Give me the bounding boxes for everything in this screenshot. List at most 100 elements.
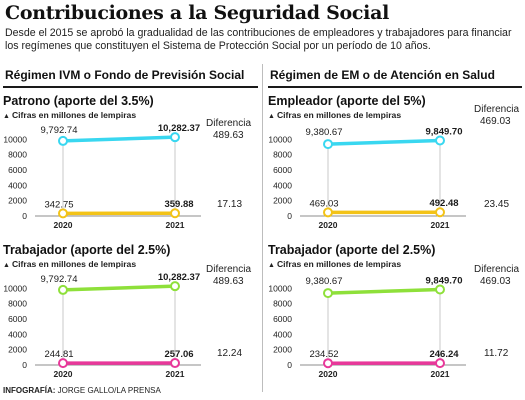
diff-value-top: 469.03 [480, 116, 511, 127]
arrow-up-icon: ▲ [3, 262, 10, 269]
chart-title: Trabajador (aporte del 2.5%) [268, 243, 436, 257]
y-axis-label: ▲ Cifras en millones de lempiras [3, 259, 137, 269]
y-tick-label: 6000 [8, 314, 27, 324]
diff-label: Diferencia [206, 264, 252, 275]
x-tick-label: 2021 [431, 369, 450, 379]
diff-value-top: 489.63 [213, 130, 244, 141]
y-axis-label: ▲ Cifras en millones de lempiras [3, 110, 137, 120]
data-point [323, 139, 333, 150]
y-tick-label: 8000 [8, 150, 27, 160]
data-label: 9,792.74 [41, 125, 78, 136]
diff-value-top: 489.63 [213, 276, 244, 287]
column-divider [262, 64, 263, 392]
section-title-em: Régimen de EM o de Atención en Salud [270, 68, 495, 82]
data-label: 9,792.74 [41, 274, 78, 285]
chart-title: Patrono (aporte del 3.5%) [3, 94, 154, 108]
y-tick-label: 6000 [273, 314, 292, 324]
page-subtitle: Desde el 2015 se aprobó la gradualidad d… [5, 27, 512, 52]
y-tick-label: 6000 [273, 165, 292, 175]
y-tick-label: 4000 [273, 180, 292, 190]
data-point [435, 284, 445, 295]
chart-title: Empleador (aporte del 5%) [268, 94, 426, 108]
y-tick-label: 2000 [273, 196, 292, 206]
x-tick-label: 2020 [319, 220, 338, 230]
x-tick-label: 2020 [54, 220, 73, 230]
credit-line: INFOGRAFÍA: JORGE GALLO/LA PRENSA [3, 386, 161, 395]
arrow-up-icon: ▲ [3, 113, 10, 120]
line-chart: 10000 8000 6000 4000 2000 0 2020 2021 9,380.67 9,… [268, 275, 466, 379]
data-point [435, 358, 445, 369]
data-label: 9,380.67 [306, 276, 343, 287]
y-tick-label: 2000 [273, 345, 292, 355]
chart-panel-trabajador-ivm: Trabajador (aporte del 2.5%) ▲ Cifras en … [3, 243, 261, 388]
y-tick-label: 10000 [3, 134, 27, 144]
page-title: Contribuciones a la Seguridad Social [5, 2, 389, 24]
series-line-top [326, 138, 442, 146]
x-tick-label: 2021 [166, 369, 185, 379]
y-tick-label: 4000 [8, 180, 27, 190]
data-label: 492.48 [429, 198, 458, 209]
y-tick-label: 2000 [8, 345, 27, 355]
data-label: 359.88 [164, 199, 193, 210]
diff-value-bottom: 11.72 [484, 348, 509, 359]
chart-panel-empleador: Empleador (aporte del 5%) ▲ Cifras en mil… [268, 94, 525, 239]
data-point [323, 358, 333, 369]
section-rule-ivm [3, 86, 258, 88]
series-line-top [61, 135, 177, 143]
data-point [435, 207, 445, 218]
data-point [58, 358, 68, 369]
y-tick-label: 0 [22, 360, 27, 370]
y-tick-label: 0 [287, 211, 292, 221]
data-point [323, 207, 333, 218]
y-axis-label: ▲ Cifras en millones de lempiras [268, 110, 402, 120]
y-tick-label: 0 [22, 211, 27, 221]
y-tick-label: 8000 [8, 299, 27, 309]
diff-value-bottom: 23.45 [484, 199, 510, 210]
x-tick-label: 2021 [431, 220, 450, 230]
data-label: 9,849.70 [426, 275, 463, 286]
y-tick-label: 8000 [273, 299, 292, 309]
data-point [58, 284, 68, 295]
diff-value-bottom: 12.24 [217, 348, 243, 359]
y-tick-label: 4000 [273, 329, 292, 339]
series-line-top [326, 287, 442, 295]
chart-title: Trabajador (aporte del 2.5%) [3, 243, 171, 257]
y-tick-label: 0 [287, 360, 292, 370]
y-tick-label: 6000 [8, 165, 27, 175]
y-tick-label: 4000 [8, 329, 27, 339]
data-point [170, 208, 180, 219]
y-tick-label: 2000 [8, 196, 27, 206]
line-chart: 10000 8000 6000 4000 2000 0 2020 2021 9,380.67 9,… [268, 126, 466, 230]
arrow-up-icon: ▲ [268, 113, 275, 120]
section-title-ivm: Régimen IVM o Fondo de Previsión Social [5, 68, 245, 82]
data-point [435, 135, 445, 146]
data-label: 9,380.67 [306, 127, 343, 138]
y-tick-label: 10000 [268, 134, 292, 144]
x-tick-label: 2020 [319, 369, 338, 379]
y-axis-label: ▲ Cifras en millones de lempiras [268, 259, 402, 269]
data-point [170, 358, 180, 369]
y-tick-label: 8000 [273, 150, 292, 160]
data-label: 10,282.37 [158, 123, 200, 134]
data-label: 342.75 [44, 199, 73, 210]
data-point [170, 281, 180, 292]
data-label: 246.24 [429, 349, 459, 360]
y-tick-label: 10000 [268, 283, 292, 293]
diff-label: Diferencia [206, 118, 252, 129]
diff-label: Diferencia [474, 104, 520, 115]
data-label: 244.81 [44, 349, 73, 360]
y-tick-label: 10000 [3, 283, 27, 293]
data-label: 9,849.70 [426, 126, 463, 137]
data-point [58, 208, 68, 219]
data-label: 234.52 [309, 349, 338, 360]
line-chart: 10000 8000 6000 4000 2000 0 2020 2021 9,792.74 10… [3, 272, 201, 379]
section-rule-em [268, 86, 522, 88]
line-chart: 10000 8000 6000 4000 2000 0 2020 2021 9,792.74 10… [3, 123, 201, 230]
diff-label: Diferencia [474, 264, 520, 275]
diff-value-bottom: 17.13 [217, 199, 243, 210]
chart-panel-patrono: Patrono (aporte del 3.5%) ▲ Cifras en mil… [3, 94, 261, 239]
x-tick-label: 2020 [54, 369, 73, 379]
arrow-up-icon: ▲ [268, 262, 275, 269]
chart-panel-trabajador-em: Trabajador (aporte del 2.5%) ▲ Cifras en … [268, 243, 525, 388]
data-label: 257.06 [164, 349, 193, 360]
